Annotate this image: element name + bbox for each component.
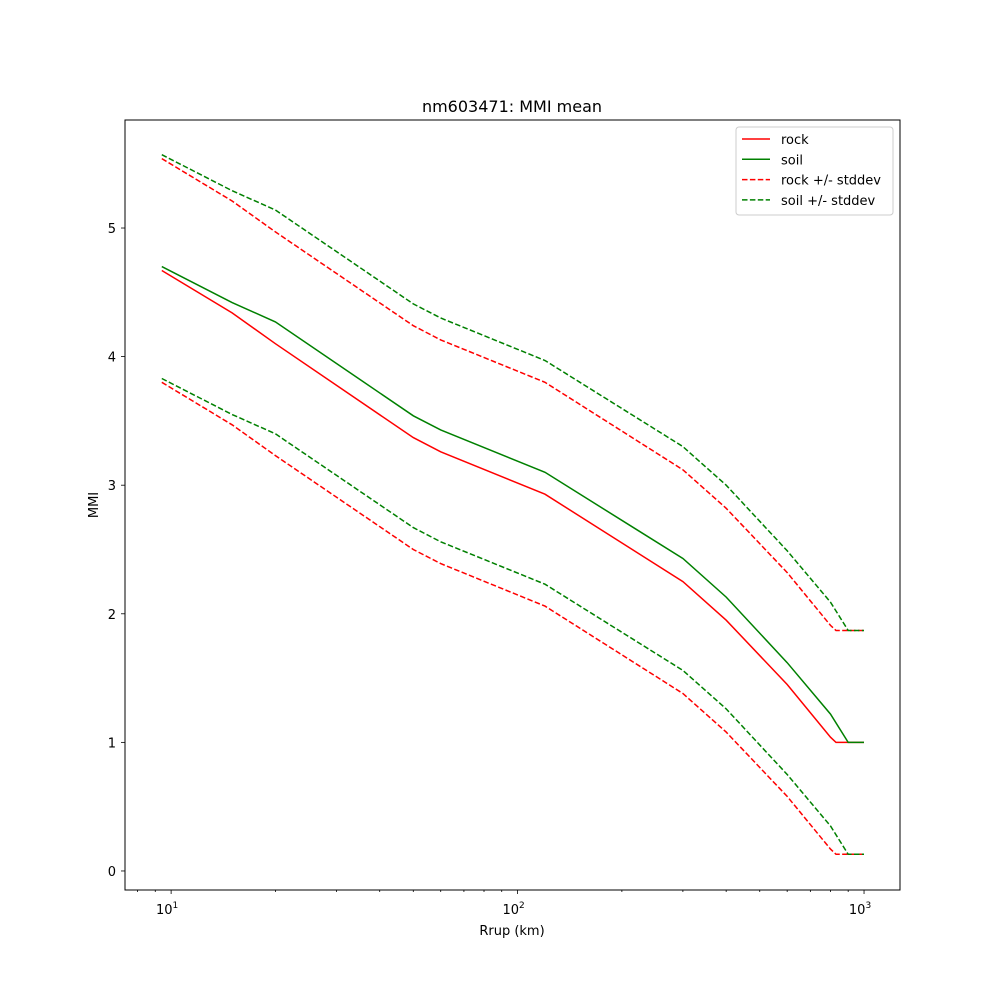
x-axis-label: Rrup (km)	[479, 924, 544, 939]
soil-stddev-lower-line	[161, 377, 864, 856]
legend-label: soil +/- stddev	[781, 194, 876, 209]
rock-stddev-lower-line	[161, 381, 864, 856]
y-tick-label: 4	[108, 351, 116, 366]
x-tick-label: 102	[502, 901, 524, 918]
y-tick-label: 1	[108, 736, 116, 751]
y-tick-label: 3	[108, 479, 116, 494]
soil-line	[161, 265, 864, 744]
y-axis-label: MMI	[87, 492, 102, 518]
y-tick-label: 5	[108, 222, 116, 237]
x-tick-label: 103	[849, 901, 871, 918]
chart-title: nm603471: MMI mean	[422, 97, 602, 116]
legend: rock soil rock +/- stddev soil +/- stddev	[735, 126, 894, 216]
rock-line	[161, 269, 864, 744]
plot-frame	[124, 119, 901, 891]
soil-stddev-line	[161, 154, 864, 632]
legend-label: rock +/- stddev	[781, 174, 881, 189]
legend-label: rock	[781, 133, 809, 148]
legend-label: soil	[781, 153, 803, 168]
legend-box	[735, 126, 894, 216]
y-tick-label: 0	[108, 865, 116, 880]
rock-stddev-line	[161, 157, 864, 632]
y-tick-label: 2	[108, 608, 116, 623]
x-tick-label: 101	[156, 901, 178, 918]
